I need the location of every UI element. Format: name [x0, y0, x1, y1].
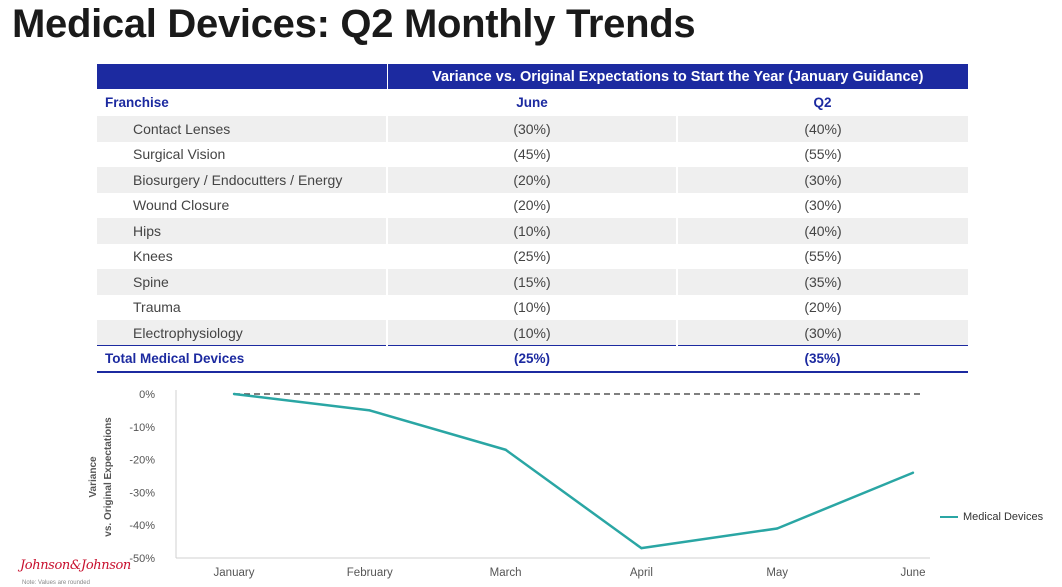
- total-name: Total Medical Devices: [97, 345, 387, 373]
- legend-label: Medical Devices: [963, 511, 1044, 523]
- table-band-label: Variance vs. Original Expectations to St…: [387, 64, 968, 89]
- y-axis-label-line-2: vs. Original Expectations: [103, 417, 114, 537]
- table-row: Knees (25%) (55%): [97, 243, 968, 269]
- franchise-name: Spine: [97, 269, 387, 295]
- june-value: (45%): [386, 141, 678, 167]
- table-row: Hips (10%) (40%): [97, 218, 968, 244]
- q2-value: (20%): [804, 299, 842, 316]
- data-point: [368, 409, 371, 412]
- q2-value: (30%): [677, 320, 968, 346]
- franchise-name: Trauma: [133, 299, 181, 316]
- franchise-name: Electrophysiology: [97, 320, 387, 346]
- x-tick-label: March: [490, 567, 522, 579]
- june-value: (20%): [386, 167, 678, 193]
- y-tick-label: -10%: [129, 422, 155, 434]
- x-tick-label: June: [901, 567, 926, 579]
- table-band-blank: [97, 64, 388, 89]
- q2-value: (55%): [804, 248, 842, 265]
- chart-legend: Medical Devices: [940, 511, 1043, 523]
- page-title: Medical Devices: Q2 Monthly Trends: [12, 2, 696, 46]
- total-june-value: (25%): [387, 345, 677, 373]
- q2-value: (40%): [677, 218, 968, 244]
- data-point: [911, 471, 915, 474]
- data-point: [776, 527, 779, 530]
- y-axis-label: Variance vs. Original Expectations: [82, 412, 122, 542]
- june-value: (10%): [386, 218, 678, 244]
- y-tick-label: -50%: [129, 553, 155, 565]
- franchise-name: Contact Lenses: [97, 116, 387, 142]
- total-q2-value: (35%): [677, 345, 968, 373]
- data-point: [232, 392, 236, 396]
- table-header-row: Franchise June Q2: [97, 89, 968, 116]
- june-value: (20%): [386, 192, 678, 218]
- table-row: Electrophysiology (10%) (30%): [97, 320, 968, 346]
- june-value: (15%): [386, 269, 678, 295]
- q2-value: (40%): [677, 116, 968, 142]
- june-value: (10%): [386, 320, 678, 346]
- data-point: [504, 448, 507, 451]
- company-logo: Johnson&Johnson: [20, 558, 131, 573]
- x-tick-label: January: [214, 567, 255, 579]
- y-tick-label: 0%: [139, 389, 155, 401]
- table-total-row: Total Medical Devices (25%) (35%): [97, 345, 968, 373]
- x-tick-label: May: [766, 567, 788, 579]
- table-band-row: Variance vs. Original Expectations to St…: [97, 64, 968, 89]
- x-tick-label: February: [347, 567, 393, 579]
- q2-value: (35%): [677, 269, 968, 295]
- franchise-name: Knees: [133, 248, 173, 265]
- june-value: (25%): [386, 243, 678, 269]
- table-row: Biosurgery / Endocutters / Energy (20%) (3…: [97, 167, 968, 193]
- q2-value: (30%): [804, 197, 842, 214]
- trend-line-chart: 0% -10% -20% -30% -40% -50% January February Mar…: [129, 389, 930, 579]
- table-row: Contact Lenses (30%) (40%): [97, 116, 968, 142]
- june-value: (10%): [386, 294, 678, 320]
- x-tick-label: April: [630, 567, 653, 579]
- y-tick-label: -40%: [129, 520, 155, 532]
- q2-value: (30%): [677, 167, 968, 193]
- table-row: Spine (15%) (35%): [97, 269, 968, 295]
- y-tick-label: -30%: [129, 487, 155, 499]
- table-row: Trauma (10%) (20%): [97, 294, 968, 320]
- header-june: June: [516, 95, 548, 110]
- franchise-name: Wound Closure: [133, 197, 230, 214]
- table-row: Wound Closure (20%) (30%): [97, 192, 968, 218]
- y-axis-label-line-1: Variance: [88, 456, 99, 498]
- data-point: [640, 546, 643, 550]
- header-q2: Q2: [813, 95, 832, 110]
- variance-table: Variance vs. Original Expectations to St…: [97, 64, 968, 373]
- legend-swatch: [940, 515, 958, 519]
- table-row: Surgical Vision (45%) (55%): [97, 141, 968, 167]
- june-value: (30%): [386, 116, 678, 142]
- franchise-name: Biosurgery / Endocutters / Energy: [97, 167, 387, 193]
- y-tick-label: -20%: [129, 455, 155, 467]
- franchise-name: Surgical Vision: [133, 146, 226, 163]
- franchise-name: Hips: [97, 218, 387, 244]
- series-line: [233, 392, 914, 550]
- header-franchise: Franchise: [105, 95, 169, 110]
- q2-value: (55%): [804, 146, 842, 163]
- footnote: Note: Values are rounded: [22, 580, 90, 586]
